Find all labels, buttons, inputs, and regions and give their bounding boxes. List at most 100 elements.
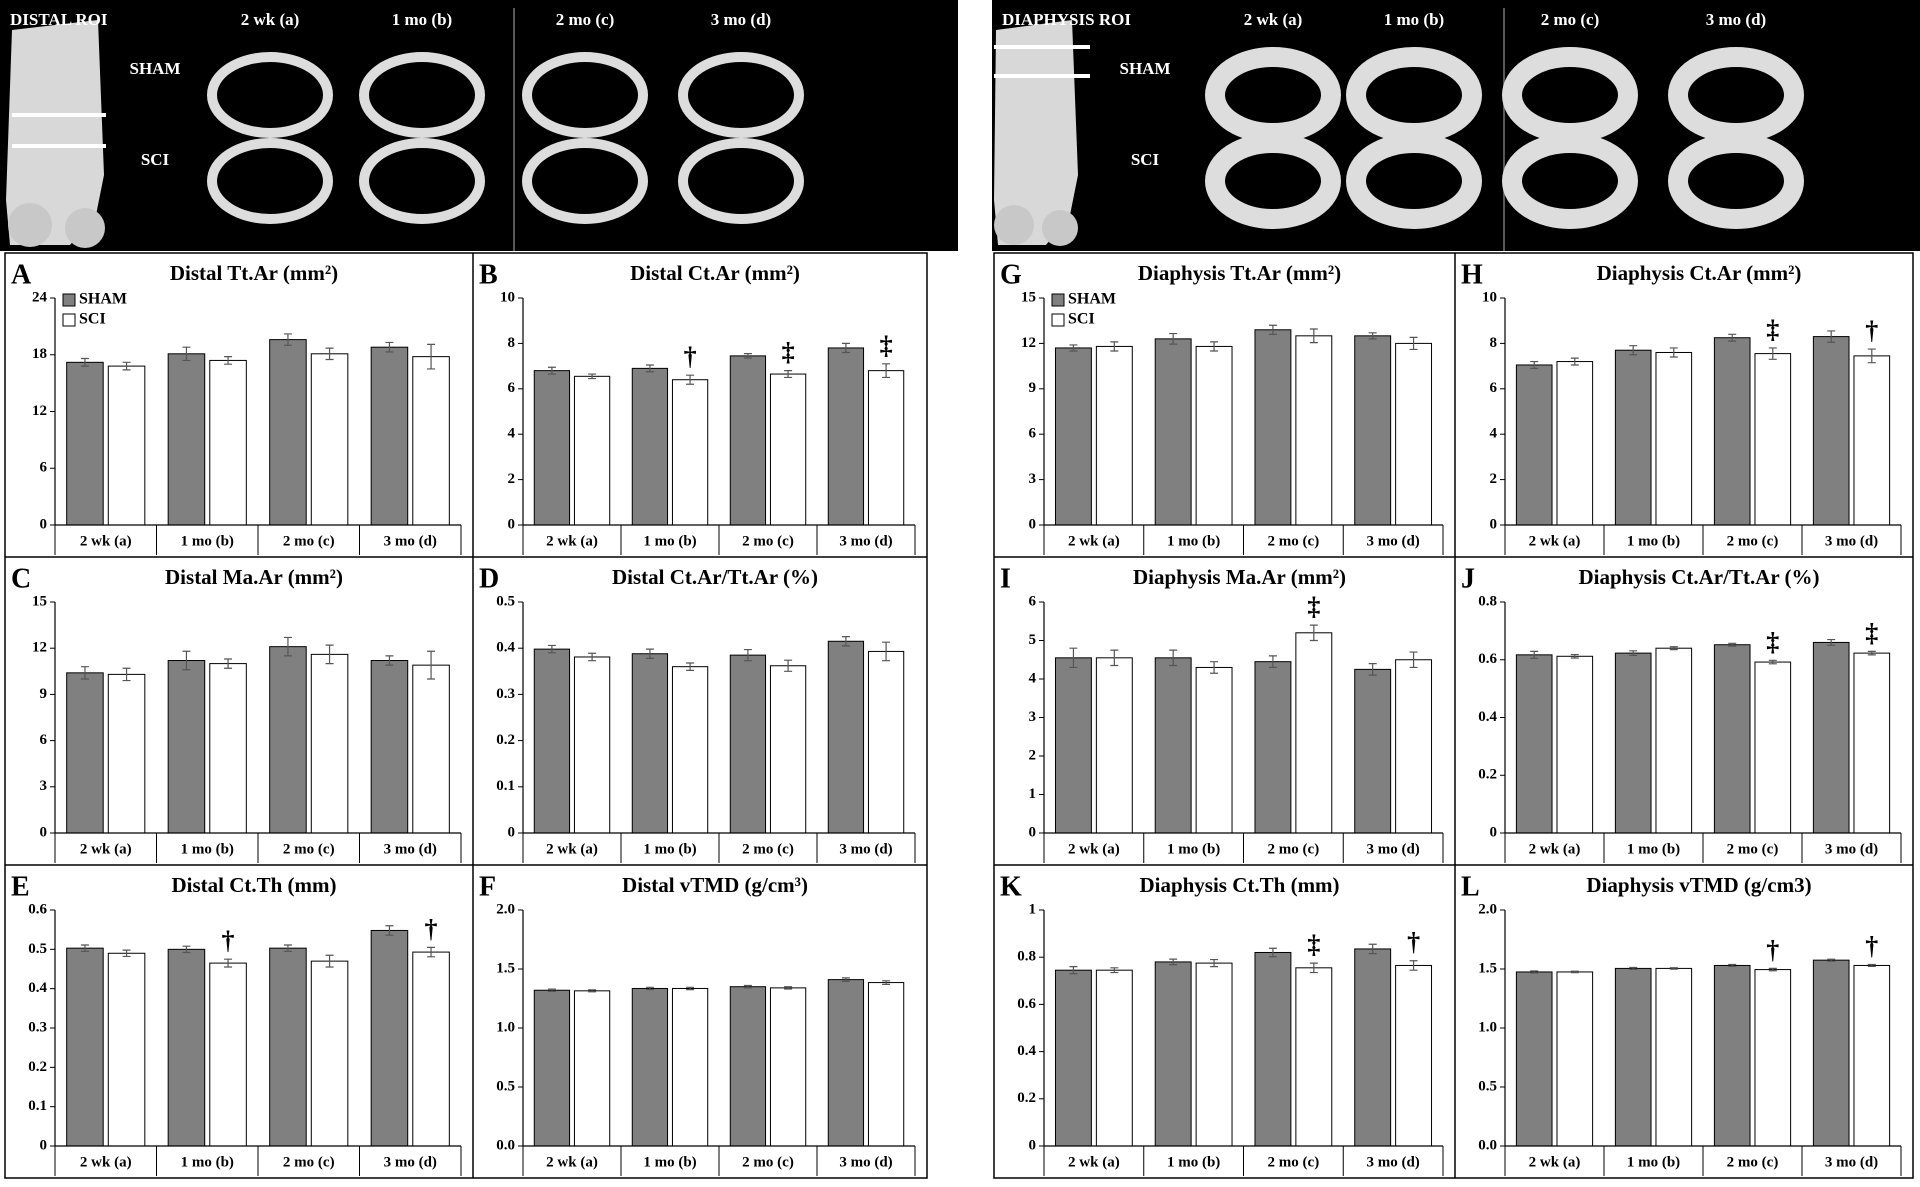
significance-marker: † [1865, 316, 1878, 345]
bar [1154, 961, 1192, 1147]
bar [107, 673, 146, 834]
error-bar [1669, 967, 1678, 970]
bar [1812, 336, 1850, 526]
error-bar [1309, 328, 1318, 344]
bar [1354, 668, 1392, 834]
x-tick-label: 3 mo (d) [1366, 1154, 1419, 1170]
error-bar [385, 925, 394, 936]
bar [671, 666, 709, 834]
bar [1713, 644, 1751, 834]
bar [573, 375, 611, 526]
error-bar [1827, 638, 1836, 646]
column-label: 2 mo (c) [556, 10, 615, 29]
bar [1295, 632, 1333, 834]
error-bar [1570, 653, 1579, 659]
bar [1254, 951, 1292, 1147]
error-bar [1669, 347, 1678, 358]
error-bar [1169, 958, 1178, 966]
significance-marker: ‡ [1766, 627, 1779, 656]
x-tick-label: 3 mo (d) [1366, 841, 1419, 857]
bone-section [207, 52, 333, 138]
bar [412, 951, 450, 1147]
bar [66, 672, 104, 834]
error-bar [224, 958, 233, 968]
panel-letter: L [1461, 871, 1480, 902]
error-bar [1570, 357, 1579, 366]
bar [310, 653, 349, 834]
panel-letter: G [1000, 259, 1022, 290]
error-bar [1110, 341, 1119, 352]
y-tick-label: 0.0 [496, 1137, 515, 1153]
error-bar [1629, 966, 1638, 970]
x-tick-label: 3 mo (d) [839, 533, 892, 549]
bone-section [678, 52, 804, 138]
y-tick-label: 0.8 [1017, 949, 1036, 965]
panel-letter: K [1000, 871, 1022, 902]
bone-section [359, 138, 485, 224]
x-tick-label: 2 mo (c) [1727, 1154, 1779, 1170]
y-tick-label: 0.5 [496, 1078, 515, 1094]
y-tick-label: 6 [1490, 380, 1498, 396]
bar [1853, 652, 1891, 834]
y-tick-label: 10 [500, 289, 515, 305]
bar [1812, 959, 1850, 1147]
bar [1054, 969, 1092, 1147]
y-tick-label: 4 [508, 426, 516, 442]
y-tick-label: 2.0 [496, 901, 515, 917]
y-tick-label: 0.1 [496, 778, 515, 794]
error-bar [588, 652, 597, 662]
legend-swatch [62, 293, 76, 307]
bar [66, 947, 104, 1147]
bar [209, 359, 247, 526]
error-bar [283, 944, 292, 952]
y-tick-label: 0.2 [1017, 1090, 1036, 1106]
x-tick-label: 3 mo (d) [1825, 1154, 1878, 1170]
bar [1254, 329, 1292, 526]
error-bar [1530, 650, 1539, 659]
x-tick-label: 2 wk (a) [1068, 841, 1120, 857]
bar [370, 660, 409, 834]
x-tick-label: 2 mo (c) [1727, 533, 1779, 549]
error-bar [882, 363, 891, 379]
error-bar [1110, 649, 1119, 667]
bar [370, 929, 409, 1147]
bar [269, 947, 307, 1147]
legend-label: SCI [79, 311, 106, 328]
bar [1754, 353, 1792, 526]
y-tick-label: 0.5 [28, 941, 47, 957]
error-bar [182, 346, 191, 362]
y-tick-label: 0 [1029, 824, 1037, 840]
bar [1614, 652, 1652, 834]
error-bar [686, 662, 695, 671]
row-label: SHAM [130, 59, 181, 78]
y-tick-label: 0.6 [1478, 651, 1497, 667]
x-tick-label: 1 mo (b) [643, 841, 696, 857]
error-bar [686, 986, 695, 991]
y-tick-label: 24 [32, 289, 48, 305]
bar [167, 353, 206, 526]
y-tick-label: 8 [508, 335, 516, 351]
error-bar [882, 980, 891, 985]
error-bar [122, 667, 131, 682]
y-tick-label: 0 [40, 516, 48, 532]
bar [631, 653, 669, 834]
x-tick-label: 1 mo (b) [181, 533, 234, 549]
panel-letter: I [1000, 563, 1011, 594]
bar [867, 370, 905, 526]
error-bar [1629, 650, 1638, 657]
y-tick-label: 0.2 [1478, 767, 1497, 783]
error-bar [841, 342, 850, 354]
error-bar [1309, 624, 1318, 642]
y-tick-label: 0.0 [1478, 1137, 1497, 1153]
error-bar [1867, 348, 1876, 364]
bar [1354, 335, 1392, 526]
bar [1395, 964, 1433, 1147]
error-bar [385, 341, 394, 353]
y-tick-label: 3 [40, 778, 48, 794]
error-bar [1827, 958, 1836, 962]
y-tick-label: 15 [1021, 289, 1036, 305]
legend-label: SCI [1068, 311, 1095, 328]
error-bar [1867, 963, 1876, 968]
significance-marker: ‡ [880, 331, 893, 360]
y-tick-label: 1 [1029, 786, 1037, 802]
